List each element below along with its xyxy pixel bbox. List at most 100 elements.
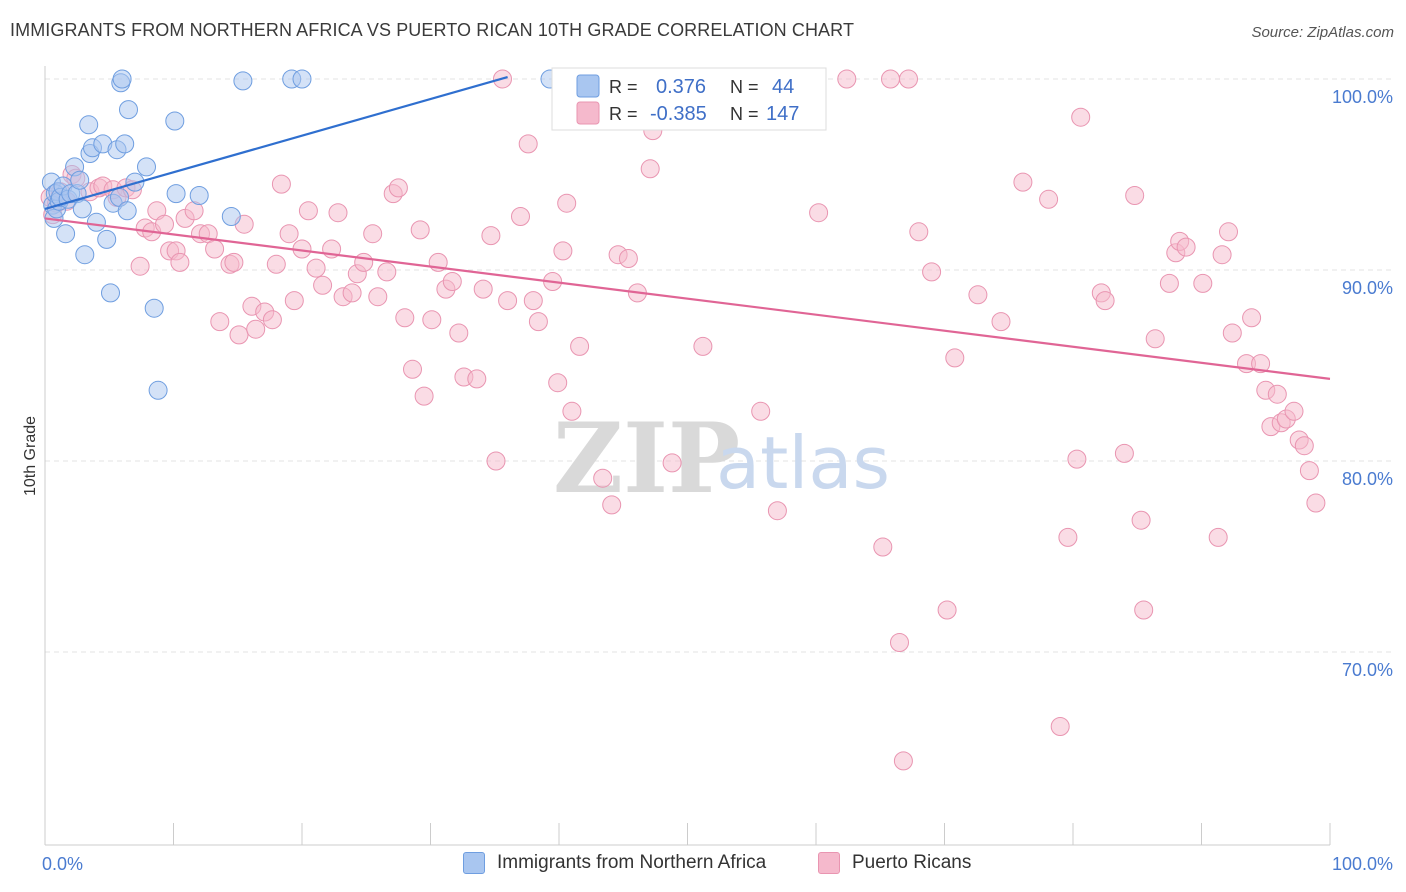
data-point: [1071, 107, 1091, 127]
data-point: [449, 323, 469, 343]
data-point: [75, 245, 95, 265]
data-point: [1242, 308, 1262, 328]
x-tick-label: 0.0%: [42, 854, 83, 874]
data-point: [486, 451, 506, 471]
data-point: [1050, 717, 1070, 736]
data-point: [115, 134, 135, 154]
data-point: [119, 100, 138, 120]
data-point: [266, 254, 286, 274]
data-point: [422, 310, 442, 330]
data-point: [313, 275, 333, 295]
data-point: [155, 214, 174, 234]
data-point: [1058, 527, 1078, 547]
data-point: [618, 249, 638, 268]
legend-n-label: N =: [730, 104, 759, 124]
data-point: [518, 134, 538, 154]
trend-lines: [44, 76, 1331, 380]
data-point: [205, 239, 225, 259]
data-point: [1013, 172, 1033, 192]
data-point: [562, 401, 582, 421]
data-point: [890, 633, 909, 652]
data-point: [1219, 222, 1238, 242]
data-point: [70, 170, 90, 190]
data-point: [233, 71, 253, 91]
data-point: [1222, 323, 1242, 343]
data-point: [1193, 273, 1213, 293]
y-tick-label: 100.0%: [1332, 87, 1393, 107]
data-point: [298, 201, 318, 221]
data-point: [229, 325, 249, 345]
data-point: [881, 69, 900, 89]
data-point: [414, 386, 434, 406]
data-point: [570, 336, 590, 356]
data-point: [751, 401, 771, 421]
data-point: [602, 495, 622, 515]
x-tick-labels: 0.0% 100.0%: [42, 854, 1393, 874]
data-point: [511, 207, 530, 226]
legend-r-label: R =: [609, 104, 638, 124]
data-point: [189, 186, 209, 205]
data-point: [130, 256, 150, 276]
y-tick-label: 80.0%: [1342, 469, 1393, 489]
y-tick-label: 70.0%: [1342, 660, 1393, 680]
data-point: [1134, 600, 1154, 620]
data-point: [1159, 273, 1179, 293]
data-point: [1251, 354, 1271, 374]
trend-line: [44, 217, 1331, 380]
legend-r-value: -0.385: [650, 103, 707, 125]
data-point: [442, 272, 462, 291]
top-legend: R = 0.376 N = 44 R = -0.385 N = 147: [551, 67, 827, 131]
watermark-zip: ZIP: [553, 402, 740, 515]
data-point: [144, 298, 164, 318]
data-point: [117, 201, 137, 221]
data-point: [481, 226, 501, 246]
data-point: [165, 111, 185, 131]
data-point: [1039, 189, 1059, 209]
data-point: [1095, 291, 1115, 311]
data-point: [593, 468, 613, 488]
legend-label: Immigrants from Northern Africa: [497, 852, 767, 873]
data-point: [403, 359, 422, 379]
data-point: [388, 178, 408, 198]
series-immigrants-northern-africa: [41, 69, 560, 400]
data-point: [991, 312, 1011, 332]
data-point: [662, 453, 682, 473]
data-point: [922, 262, 942, 282]
data-point: [523, 291, 543, 311]
data-point: [221, 207, 241, 226]
chart-title: IMMIGRANTS FROM NORTHERN AFRICA VS PUERT…: [10, 20, 855, 40]
data-point: [354, 252, 374, 272]
data-point: [767, 501, 787, 521]
data-point: [473, 279, 493, 299]
data-point: [137, 157, 156, 177]
data-point: [945, 348, 965, 368]
y-tick-labels: 70.0% 80.0% 90.0% 100.0%: [1332, 87, 1393, 680]
data-point: [693, 336, 713, 356]
data-point: [342, 283, 362, 303]
data-point: [1145, 329, 1165, 349]
data-point: [170, 252, 190, 272]
data-point: [1294, 436, 1314, 456]
legend-n-label: N =: [730, 77, 759, 97]
data-point: [86, 212, 106, 232]
data-point: [968, 285, 988, 305]
data-point: [328, 203, 348, 223]
data-point: [395, 308, 415, 328]
data-point: [873, 537, 893, 557]
data-point: [97, 229, 117, 249]
data-point: [363, 224, 383, 244]
data-point: [1131, 510, 1151, 530]
legend-r-value: 0.376: [656, 76, 706, 98]
data-point: [284, 291, 304, 311]
data-point: [837, 69, 857, 89]
data-point: [1284, 401, 1304, 421]
legend-n-value: 147: [766, 103, 799, 125]
legend-item-immigrants: Immigrants from Northern Africa: [463, 852, 766, 874]
y-axis-label: 10th Grade: [22, 416, 39, 496]
legend-label: Puerto Ricans: [852, 852, 972, 873]
y-tick-label: 90.0%: [1342, 278, 1393, 298]
source-label: Source: ZipAtlas.com: [1251, 24, 1394, 41]
data-point: [224, 252, 244, 272]
data-point: [899, 69, 918, 89]
